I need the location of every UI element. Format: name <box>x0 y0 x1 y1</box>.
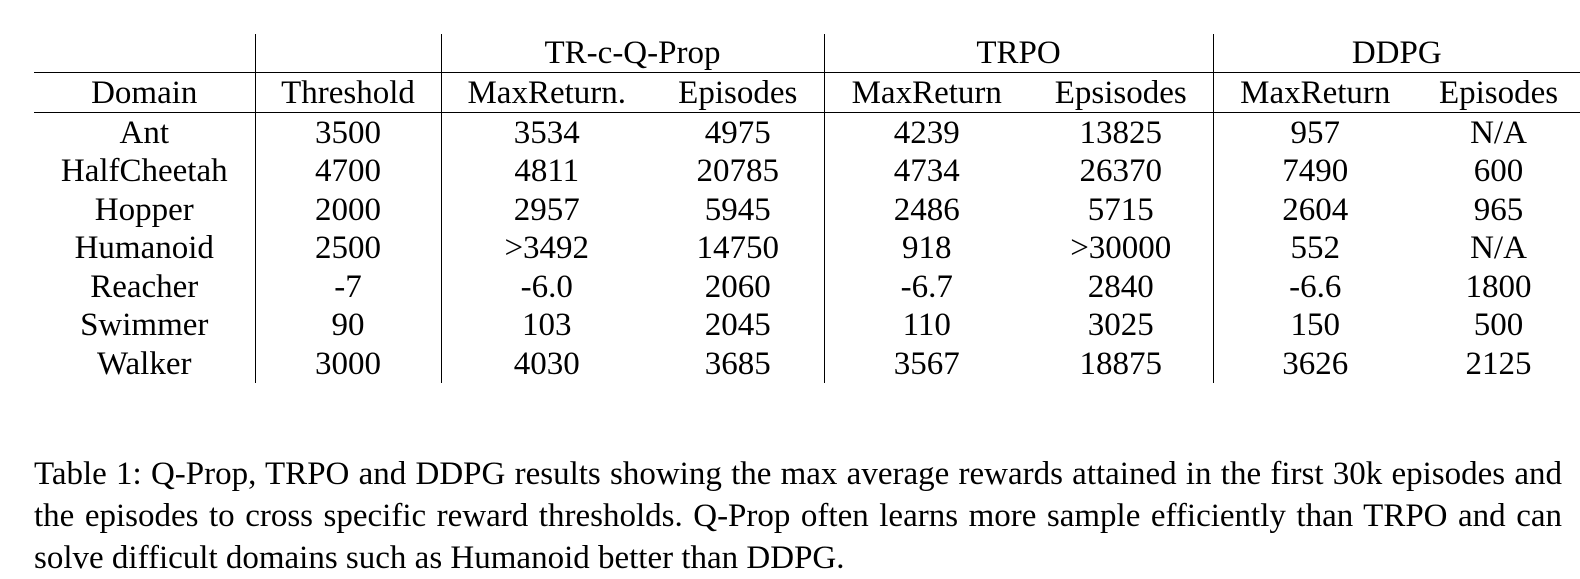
results-table: TR-c-Q-Prop TRPO DDPG Domain Threshold M… <box>34 34 1580 383</box>
value-cell: 957 <box>1212 112 1418 152</box>
value-cell: N/A <box>1470 230 1527 266</box>
value-cell: 13825 <box>1079 114 1163 151</box>
domain-cell: Hopper <box>94 191 194 228</box>
value-cell: 3534 <box>440 112 652 152</box>
group-empty-threshold <box>254 34 441 73</box>
column-header-trpo-maxreturn: MaxReturn <box>823 72 1029 113</box>
value-cell: 4030 <box>440 344 652 383</box>
column-header-threshold: Threshold <box>254 72 441 113</box>
value-cell: -7 <box>254 267 441 306</box>
value-cell: -6.6 <box>1212 267 1418 306</box>
domain-cell: Reacher <box>90 268 199 305</box>
value-cell: 2957 <box>440 190 652 229</box>
value-cell: 3500 <box>254 112 441 152</box>
value-cell: 3626 <box>1212 344 1418 383</box>
value-cell: >3492 <box>440 228 652 267</box>
column-header-trpo-episodes: Epsisodes <box>1029 72 1214 113</box>
value-cell: 18875 <box>1079 345 1163 382</box>
value-cell: 14750 <box>696 230 780 266</box>
value-cell: 2060 <box>704 268 771 305</box>
value-cell: 7490 <box>1212 151 1418 190</box>
value-cell: 918 <box>823 228 1029 267</box>
results-table-container: TR-c-Q-Prop TRPO DDPG Domain Threshold M… <box>34 34 1580 383</box>
column-header-qprop-maxreturn: MaxReturn. <box>440 72 652 113</box>
value-cell: -6.7 <box>823 267 1029 306</box>
value-cell: 4734 <box>823 151 1029 190</box>
domain-cell: Walker <box>97 345 192 382</box>
value-cell: 3025 <box>1087 307 1154 343</box>
value-cell: N/A <box>1470 114 1527 151</box>
value-cell: 103 <box>440 305 652 344</box>
value-cell: 600 <box>1473 153 1524 189</box>
value-cell: 110 <box>823 305 1029 344</box>
column-header-qprop-episodes: Episodes <box>652 72 824 113</box>
value-cell: 1800 <box>1465 268 1532 305</box>
value-cell: 4239 <box>823 112 1029 152</box>
table-row: Humanoid 2500 >3492 14750 918 >30000 552 N/A <box>34 228 1580 267</box>
table-row: Reacher -7 -6.0 2060 -6.7 2840 -6.6 1800 <box>34 267 1580 306</box>
value-cell: 552 <box>1212 228 1418 267</box>
value-cell: 4811 <box>440 151 652 190</box>
value-cell: 150 <box>1212 305 1418 344</box>
value-cell: 5715 <box>1087 191 1154 228</box>
table-row: Hopper 2000 2957 5945 2486 5715 2604 965 <box>34 190 1580 229</box>
table-row: HalfCheetah 4700 4811 20785 4734 26370 7490 600 <box>34 151 1580 190</box>
value-cell: 3567 <box>823 344 1029 383</box>
table-row: Ant 3500 3534 4975 4239 13825 957 N/A <box>34 112 1580 152</box>
value-cell: 90 <box>254 305 441 344</box>
value-cell: 4700 <box>254 151 441 190</box>
value-cell: 2604 <box>1212 190 1418 229</box>
value-cell: 3000 <box>254 344 441 383</box>
column-header-row: Domain Threshold MaxReturn. Episodes Max… <box>34 72 1580 113</box>
domain-cell: HalfCheetah <box>60 153 228 189</box>
value-cell: 2045 <box>704 307 771 343</box>
value-cell: 2840 <box>1087 268 1154 305</box>
value-cell: 2486 <box>823 190 1029 229</box>
table-row: Swimmer 90 103 2045 110 3025 150 500 <box>34 305 1580 344</box>
domain-cell: Swimmer <box>80 307 209 343</box>
table-body: Ant 3500 3534 4975 4239 13825 957 N/A HalfCheeta… <box>34 112 1580 383</box>
column-header-domain: Domain <box>34 72 255 113</box>
table-row: Walker 3000 4030 3685 3567 18875 3626 2125 <box>34 344 1580 383</box>
group-empty-domain <box>34 34 255 73</box>
value-cell: 965 <box>1473 191 1524 228</box>
column-header-ddpg-episodes: Episodes <box>1417 72 1580 113</box>
value-cell: 3685 <box>704 345 771 382</box>
value-cell: 2000 <box>254 190 441 229</box>
value-cell: 2125 <box>1465 345 1532 382</box>
value-cell: 500 <box>1473 307 1524 343</box>
domain-cell: Humanoid <box>74 230 214 266</box>
value-cell: 26370 <box>1079 153 1163 189</box>
group-header-trpo: TRPO <box>823 34 1214 73</box>
group-header-tr-c-q-prop: TR-c-Q-Prop <box>440 34 824 73</box>
value-cell: 20785 <box>696 153 780 189</box>
value-cell: 2500 <box>254 228 441 267</box>
group-header-ddpg: DDPG <box>1212 34 1580 73</box>
table-caption: Table 1: Q-Prop, TRPO and DDPG results s… <box>34 456 1562 576</box>
column-header-ddpg-maxreturn: MaxReturn <box>1212 72 1418 113</box>
value-cell: >30000 <box>1070 230 1172 266</box>
value-cell: -6.0 <box>440 267 652 306</box>
value-cell: 4975 <box>704 114 771 151</box>
method-group-row: TR-c-Q-Prop TRPO DDPG <box>34 34 1580 73</box>
value-cell: 5945 <box>704 191 771 228</box>
domain-cell: Ant <box>119 114 170 151</box>
